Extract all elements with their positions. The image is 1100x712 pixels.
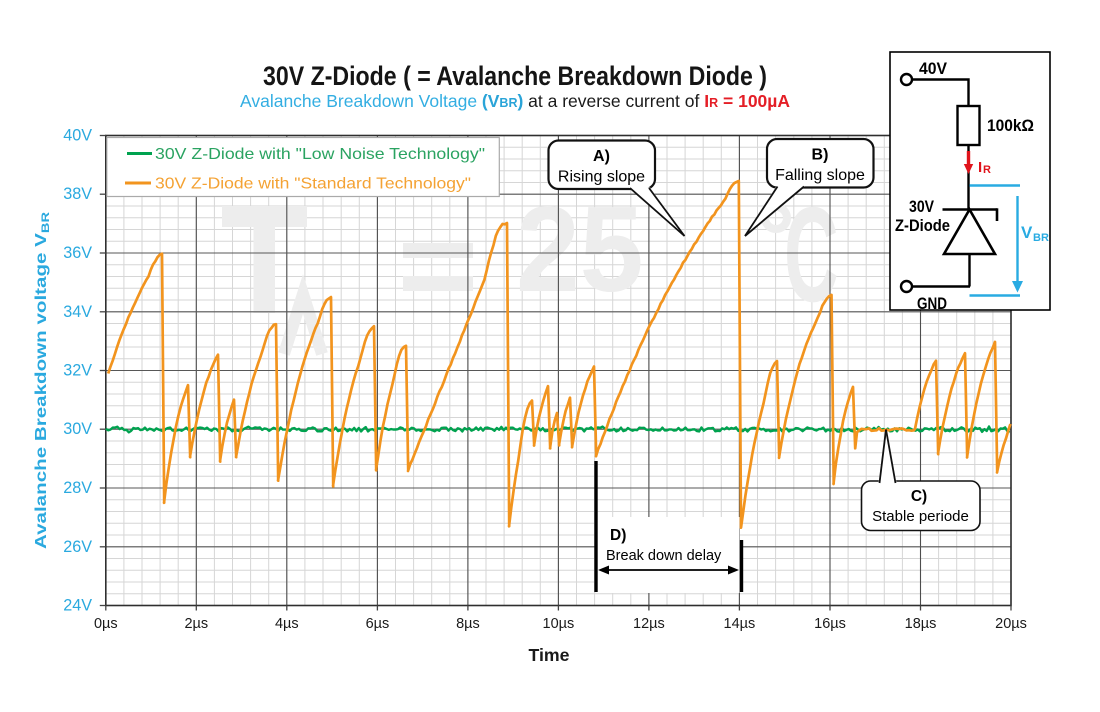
svg-text:24V: 24V: [63, 597, 92, 615]
svg-text:C): C): [911, 488, 927, 505]
svg-text:30V: 30V: [63, 420, 92, 438]
svg-text:18µs: 18µs: [905, 616, 937, 632]
svg-text:40V: 40V: [919, 59, 948, 78]
svg-text:30V Z-Diode ( = Avalanche Brea: 30V Z-Diode ( = Avalanche Breakdown Diod…: [263, 61, 767, 91]
svg-text:38V: 38V: [63, 185, 92, 203]
svg-text:Time: Time: [529, 645, 570, 665]
svg-text:20µs: 20µs: [995, 616, 1027, 632]
svg-text:30V Z-Diode with "Standard Tec: 30V Z-Diode with "Standard Technology": [155, 176, 471, 193]
svg-text:R: R: [983, 164, 991, 176]
svg-text:6µs: 6µs: [366, 616, 390, 632]
svg-text:4µs: 4µs: [275, 616, 299, 632]
svg-text:Rising slope: Rising slope: [558, 169, 645, 186]
svg-text:100kΩ: 100kΩ: [987, 117, 1034, 135]
svg-text:Break down delay: Break down delay: [606, 548, 722, 564]
svg-text:2µs: 2µs: [184, 616, 208, 632]
svg-text:Falling slope: Falling slope: [775, 167, 865, 184]
svg-text:30V Z-Diode with "Low Noise Te: 30V Z-Diode with "Low Noise Technology": [155, 146, 485, 163]
svg-text:8µs: 8µs: [456, 616, 480, 632]
svg-text:BR: BR: [1033, 232, 1049, 244]
svg-text:26V: 26V: [63, 538, 92, 556]
svg-text:12µs: 12µs: [633, 616, 665, 632]
svg-text:40V: 40V: [63, 127, 92, 145]
svg-text:0µs: 0µs: [94, 616, 118, 632]
svg-text:36V: 36V: [63, 244, 92, 262]
svg-text:D): D): [610, 527, 626, 544]
svg-text:I: I: [978, 159, 982, 176]
svg-text:Avalanche Breakdown voltage V: Avalanche Breakdown voltage VBR: [33, 212, 52, 549]
svg-text:30V: 30V: [909, 197, 935, 216]
svg-text:32V: 32V: [63, 362, 92, 380]
svg-text:28V: 28V: [63, 479, 92, 497]
svg-text:16µs: 16µs: [814, 616, 846, 632]
svg-text:25: 25: [516, 182, 644, 318]
svg-text:34V: 34V: [63, 303, 92, 321]
svg-text:V: V: [1021, 223, 1033, 242]
svg-text:Avalanche Breakdown Voltage (V: Avalanche Breakdown Voltage (VBR) at a r…: [240, 91, 790, 111]
svg-text:Z-Diode: Z-Diode: [895, 216, 950, 235]
svg-text:GND: GND: [917, 295, 947, 313]
svg-text:B): B): [812, 147, 829, 164]
svg-text:14µs: 14µs: [724, 616, 756, 632]
svg-text:10µs: 10µs: [543, 616, 575, 632]
svg-text:Stable periode: Stable periode: [872, 508, 969, 525]
svg-text:A): A): [593, 148, 610, 165]
